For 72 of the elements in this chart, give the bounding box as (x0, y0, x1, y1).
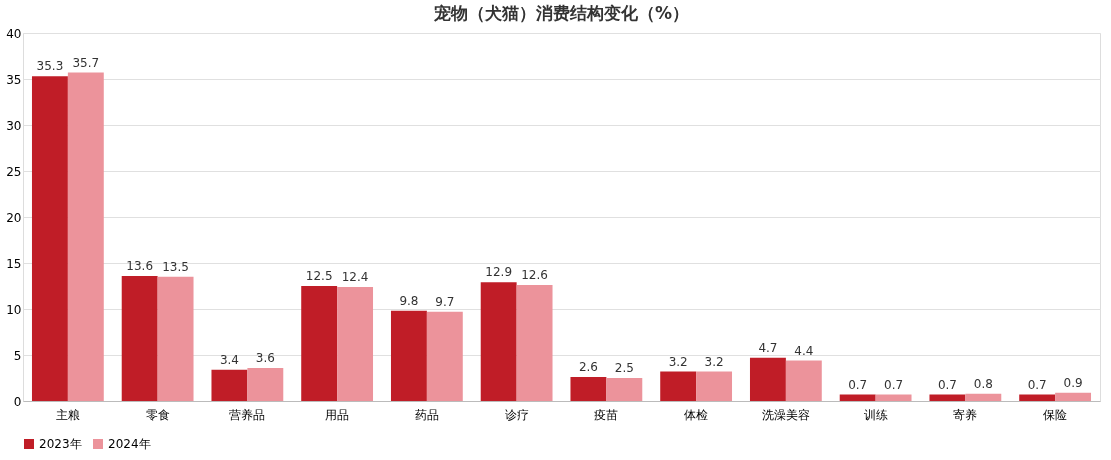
bar (785, 360, 822, 401)
legend-label: 2023年 (39, 437, 82, 451)
y-tick-label: 15 (6, 256, 22, 271)
bar (1055, 392, 1092, 401)
bar (480, 282, 517, 401)
y-tick-label: 40 (6, 26, 22, 41)
bar (875, 394, 912, 401)
data-label: 13.6 (126, 258, 154, 273)
bar (660, 371, 697, 401)
bar (390, 310, 427, 401)
bar (211, 369, 248, 401)
data-label: 12.6 (521, 268, 548, 283)
bar (570, 377, 607, 401)
bar (157, 276, 194, 401)
y-tick-label: 5 (13, 348, 22, 363)
bar (606, 378, 643, 401)
x-tick-label: 用品 (325, 407, 350, 422)
bar (929, 394, 966, 401)
x-tick-label: 寄养 (953, 407, 978, 422)
data-label: 4.4 (794, 343, 814, 358)
data-label: 2.6 (578, 360, 598, 375)
y-tick-label: 25 (6, 164, 22, 179)
bar (1019, 394, 1056, 401)
y-tick-label: 20 (6, 210, 22, 225)
data-label: 0.7 (848, 377, 868, 392)
data-label: 13.5 (162, 259, 189, 274)
x-tick-label: 零食 (145, 407, 170, 422)
y-tick-label: 35 (6, 72, 22, 87)
x-tick-label: 疫苗 (594, 407, 619, 422)
bar (67, 72, 104, 401)
bar (247, 367, 284, 401)
data-label: 0.7 (884, 377, 904, 392)
data-label: 3.2 (704, 354, 724, 369)
data-label: 0.7 (937, 377, 957, 392)
x-tick-label: 训练 (863, 407, 888, 422)
bar (426, 311, 463, 401)
bar (516, 285, 553, 401)
data-label: 3.6 (255, 350, 275, 365)
data-label: 3.2 (668, 354, 688, 369)
data-label: 12.9 (485, 265, 513, 280)
data-label: 0.7 (1027, 377, 1047, 392)
data-label: 0.8 (973, 376, 993, 391)
data-label: 35.7 (72, 55, 100, 70)
x-tick-label: 保险 (1043, 407, 1068, 422)
data-label: 3.4 (219, 352, 239, 367)
bar (337, 286, 374, 401)
data-label: 12.5 (305, 269, 333, 283)
data-label: 12.4 (341, 269, 369, 284)
bar (839, 394, 876, 401)
data-label: 4.7 (758, 340, 778, 355)
y-tick-label: 0 (13, 394, 22, 409)
legend-label: 2024年 (108, 437, 151, 451)
bar (121, 275, 158, 401)
bar (301, 286, 338, 401)
chart-title: 宠物（犬猫）消费结构变化（%） (432, 3, 690, 23)
data-label: 9.7 (435, 294, 455, 309)
x-tick-label: 体检 (684, 407, 709, 422)
y-tick-label: 30 (6, 118, 22, 133)
bar (696, 371, 733, 401)
bar (31, 76, 68, 401)
x-tick-label: 诊疗 (504, 407, 529, 422)
data-label: 9.8 (399, 293, 419, 308)
x-tick-label: 营养品 (229, 407, 266, 422)
bar (965, 393, 1002, 401)
x-tick-label: 主粮 (55, 407, 80, 422)
y-tick-label: 10 (6, 302, 22, 317)
x-tick-label: 洗澡美容 (761, 407, 810, 422)
data-label: 35.3 (36, 59, 64, 74)
x-tick-label: 药品 (414, 407, 439, 422)
data-label: 2.5 (614, 361, 634, 375)
bar (749, 357, 786, 401)
data-label: 0.9 (1063, 375, 1083, 390)
